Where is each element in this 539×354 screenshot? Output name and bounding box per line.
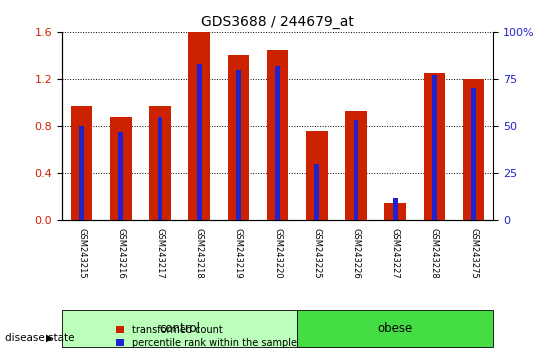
Title: GDS3688 / 244679_at: GDS3688 / 244679_at xyxy=(201,16,354,29)
Bar xyxy=(189,32,210,221)
Text: GSM243216: GSM243216 xyxy=(116,228,125,278)
Bar xyxy=(275,66,280,221)
Bar xyxy=(471,88,476,221)
Text: obese: obese xyxy=(377,322,413,335)
Bar xyxy=(384,203,406,221)
Bar xyxy=(306,131,328,221)
Text: disease state: disease state xyxy=(5,333,75,343)
Bar xyxy=(157,117,162,221)
Legend: transformed count, percentile rank within the sample: transformed count, percentile rank withi… xyxy=(116,325,297,348)
Bar xyxy=(393,198,398,221)
Text: GSM243225: GSM243225 xyxy=(312,228,321,278)
Text: GSM243228: GSM243228 xyxy=(430,228,439,278)
Bar xyxy=(267,50,288,221)
Bar xyxy=(79,126,84,221)
Bar xyxy=(110,117,132,221)
Bar xyxy=(236,70,241,221)
Text: GSM243226: GSM243226 xyxy=(351,228,361,278)
Bar xyxy=(119,132,123,221)
Bar xyxy=(149,106,171,221)
Bar xyxy=(354,120,358,221)
Bar xyxy=(314,164,319,221)
Bar xyxy=(432,75,437,221)
Text: GSM243220: GSM243220 xyxy=(273,228,282,278)
Bar xyxy=(227,56,249,221)
Text: GSM243275: GSM243275 xyxy=(469,228,478,278)
Text: GSM243218: GSM243218 xyxy=(195,228,204,278)
Bar xyxy=(62,310,297,347)
Bar xyxy=(463,79,485,221)
Text: GSM243219: GSM243219 xyxy=(234,228,243,278)
Text: GSM243227: GSM243227 xyxy=(391,228,400,278)
Text: ▶: ▶ xyxy=(46,333,54,343)
Bar xyxy=(345,111,367,221)
Bar xyxy=(71,106,92,221)
Text: GSM243215: GSM243215 xyxy=(77,228,86,278)
Text: GSM243217: GSM243217 xyxy=(155,228,164,278)
Bar xyxy=(297,310,493,347)
Bar xyxy=(197,64,202,221)
Text: control: control xyxy=(159,322,200,335)
Bar xyxy=(424,73,445,221)
